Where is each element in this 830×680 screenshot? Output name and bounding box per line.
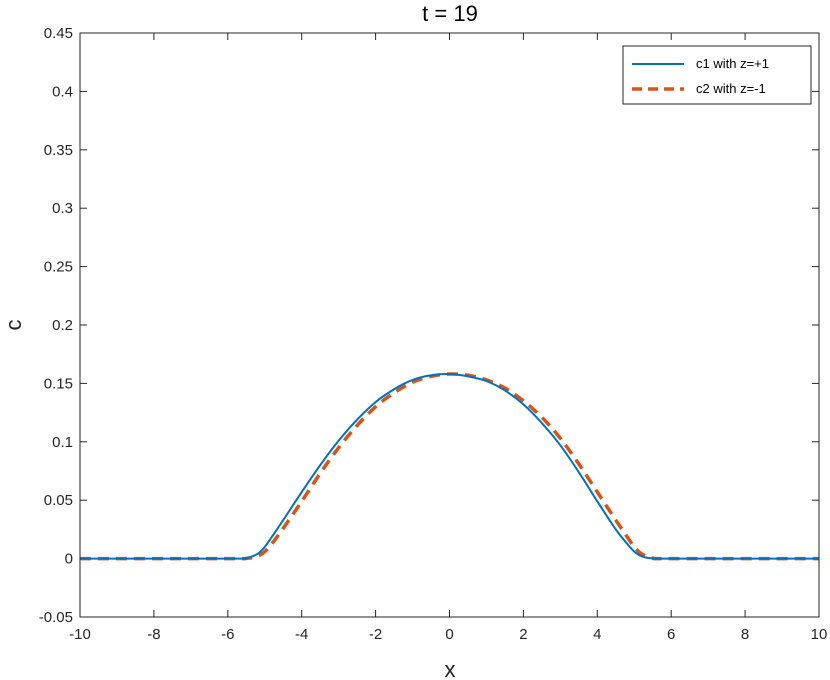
x-tick-label: 2 [519, 626, 527, 643]
legend: c1 with z=+1 c2 with z=-1 [622, 45, 812, 105]
chart-title: t = 19 [422, 1, 478, 26]
x-tick-label: 4 [593, 626, 601, 643]
y-tick-label: 0.3 [52, 200, 73, 217]
legend-label-c2: c2 with z=-1 [696, 81, 766, 96]
y-tick-label: 0.25 [44, 259, 73, 276]
series-group [79, 372, 820, 561]
y-tick-label: 0.2 [52, 317, 73, 334]
x-tick-label: 6 [667, 626, 675, 643]
x-tick-label: 0 [445, 626, 453, 643]
y-tick-label: 0.4 [52, 83, 73, 100]
y-axis-title: c [1, 320, 26, 331]
y-tick-label: 0.1 [52, 434, 73, 451]
y-tick-label: 0.15 [44, 375, 73, 392]
x-tick-label: -2 [369, 626, 382, 643]
y-tick-label: 0.45 [44, 25, 73, 42]
legend-label-c1: c1 with z=+1 [696, 56, 769, 71]
legend-box [622, 45, 812, 105]
x-tick-label: -8 [147, 626, 160, 643]
x-tick-label: 8 [741, 626, 749, 643]
y-tick-label: 0.05 [44, 492, 73, 509]
plot-frame [79, 32, 820, 618]
x-tick-label: 10 [811, 626, 828, 643]
y-tick-label: -0.05 [39, 609, 73, 626]
y-tick-label: 0 [65, 551, 73, 568]
series-line-c1 [79, 373, 820, 560]
tick-labels-group: -10 -8 -6 -4 -2 0 2 4 6 8 10 -0.05 0 0.05 0.1 0.15 0.2 0.… [39, 25, 828, 643]
x-tick-label: -6 [221, 626, 234, 643]
x-tick-label: -4 [295, 626, 308, 643]
x-axis-title: x [445, 657, 456, 680]
x-tick-label: -10 [69, 626, 91, 643]
plot-area [80, 33, 819, 617]
y-tick-label: 0.35 [44, 142, 73, 159]
